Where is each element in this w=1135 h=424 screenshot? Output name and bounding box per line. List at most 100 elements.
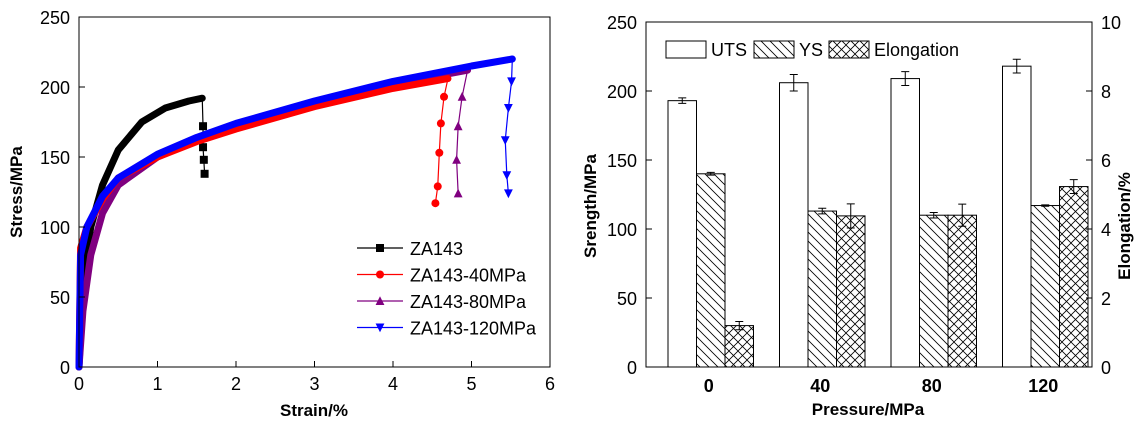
y-right-tick-label: 4: [1101, 220, 1111, 240]
legend-swatch: [828, 40, 870, 59]
triangle-up-marker: [453, 188, 463, 198]
y-tick-label: 100: [40, 218, 70, 238]
bar-UTS: [779, 82, 809, 368]
error-bar: [1041, 204, 1050, 207]
y-axis-label: Stress/MPa: [7, 146, 26, 238]
bar-Elongation: [724, 325, 754, 368]
x-tick-label: 6: [545, 374, 555, 394]
y-tick-label: 150: [607, 151, 637, 171]
x-category-label: 0: [704, 376, 714, 396]
series-ZA143-120MPa: [75, 55, 516, 371]
triangle-down-marker: [507, 77, 516, 87]
series-ZA143-40MPa: [75, 75, 452, 371]
x-tick-label: 0: [74, 374, 84, 394]
y-right-tick-label: 8: [1101, 82, 1111, 102]
triangle-down-marker: [503, 189, 513, 199]
y-axis-label: Srength/MPa: [581, 154, 600, 258]
y-axis-right-label: Elongation/%: [1115, 172, 1134, 280]
axis-ticks: 0 1 2 3 4 5 6 0 50 100 150 200 250: [40, 8, 555, 394]
legend-label: ZA143-80MPa: [410, 292, 527, 312]
square-marker: [199, 122, 208, 131]
legend-label: YS: [799, 40, 823, 60]
circle-marker: [440, 92, 449, 101]
x-tick-label: 1: [152, 374, 162, 394]
bar-UTS: [1002, 65, 1032, 368]
error-bar: [846, 203, 855, 229]
legend-label: Elongation: [874, 40, 959, 60]
bar-UTS: [667, 100, 697, 368]
y-tick-label: 250: [607, 13, 637, 33]
legend-item: ZA143-80MPa: [357, 292, 527, 312]
x-category-label: 80: [922, 376, 942, 396]
series-line: [75, 94, 206, 371]
circle-marker: [436, 119, 445, 128]
fracture-line: [455, 70, 469, 194]
triangle-up-marker: [453, 121, 463, 131]
circle-marker: [433, 182, 442, 191]
legend-label: UTS: [711, 40, 747, 60]
bars: [667, 58, 1089, 368]
bar-Elongation: [1059, 186, 1089, 368]
stress-strain-chart: 0 1 2 3 4 5 6 0 50 100 150 200 250 Strain/% Stress/M…: [7, 8, 555, 420]
plot-frame: [78, 16, 551, 368]
series-line: [75, 55, 516, 371]
legend-swatch: [665, 40, 707, 59]
x-tick-label: 4: [388, 374, 398, 394]
bar-Elongation: [836, 215, 866, 368]
error-bar: [1012, 58, 1021, 74]
y-tick-label: 200: [607, 82, 637, 102]
y-tick-label: 50: [617, 289, 637, 309]
x-tick-label: 2: [231, 374, 241, 394]
x-tick-label: 5: [466, 374, 476, 394]
bar-Elongation: [947, 214, 977, 368]
circle-marker: [435, 148, 444, 157]
triangle-up-marker: [457, 92, 467, 101]
square-marker: [376, 244, 384, 252]
y-tick-label: 0: [627, 358, 637, 378]
legend-swatch: [753, 40, 795, 59]
y-tick-label: 200: [40, 78, 70, 98]
x-tick-label: 3: [309, 374, 319, 394]
legend-item: YS: [753, 40, 823, 60]
circle-marker: [431, 199, 440, 208]
error-bar: [678, 97, 687, 104]
series-ZA143: [75, 94, 209, 371]
bar-YS: [807, 210, 837, 368]
bar-UTS: [890, 78, 920, 368]
y-right-tick-label: 2: [1101, 289, 1111, 309]
error-bar: [929, 211, 938, 219]
triangle-up-marker: [375, 296, 385, 305]
y-right-tick-label: 0: [1101, 358, 1111, 378]
y-tick-label: 100: [607, 220, 637, 240]
x-category-label: 120: [1028, 376, 1058, 396]
legend-item: UTS: [665, 40, 747, 60]
series-line: [75, 75, 452, 371]
bar-YS: [919, 214, 949, 368]
error-bar: [735, 320, 744, 331]
legend-label: ZA143-40MPa: [410, 266, 527, 286]
plot-frame: [645, 21, 1093, 368]
y-right-tick-label: 6: [1101, 151, 1111, 171]
error-bar: [901, 71, 910, 86]
square-marker: [199, 143, 208, 152]
square-marker: [199, 155, 208, 164]
x-axis-label: Pressure/MPa: [812, 400, 925, 419]
curves: [75, 55, 516, 371]
legend-item: ZA143-40MPa: [357, 266, 527, 286]
legend-item: Elongation: [828, 40, 959, 60]
legend-item: ZA143-120MPa: [357, 319, 537, 339]
legend-label: ZA143: [410, 239, 463, 259]
circle-marker: [376, 270, 384, 279]
triangle-down-marker: [502, 171, 512, 180]
error-bar: [789, 73, 798, 92]
y-tick-label: 250: [40, 8, 70, 28]
square-marker: [200, 169, 209, 178]
y-tick-label: 50: [50, 288, 70, 308]
legend: ZA143 ZA143-40MPa ZA143-80MPa ZA143-120MPa: [357, 239, 537, 339]
x-axis-label: Strain/%: [280, 401, 348, 420]
legend-item: ZA143: [357, 239, 463, 259]
triangle-up-marker: [452, 155, 461, 164]
